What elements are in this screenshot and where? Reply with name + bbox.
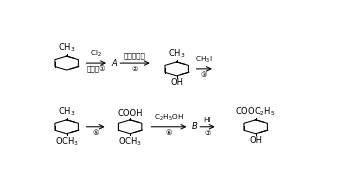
Text: OCH$_3$: OCH$_3$ <box>118 136 142 148</box>
Text: ②: ② <box>132 66 138 72</box>
Text: CH$_3$: CH$_3$ <box>58 42 75 54</box>
Text: Cl$_2$: Cl$_2$ <box>90 49 102 59</box>
Text: 催化劑①: 催化劑① <box>87 66 106 74</box>
Text: C$_2$H$_5$OH: C$_2$H$_5$OH <box>154 113 184 123</box>
Text: OH: OH <box>170 78 183 87</box>
Text: OCH$_3$: OCH$_3$ <box>55 136 79 148</box>
Text: ③: ③ <box>201 72 207 78</box>
Text: B: B <box>192 122 198 131</box>
Text: CH$_3$: CH$_3$ <box>168 47 185 60</box>
Text: COOC$_2$H$_5$: COOC$_2$H$_5$ <box>236 105 276 118</box>
Text: HI: HI <box>203 117 211 123</box>
Text: CH$_3$: CH$_3$ <box>58 105 75 118</box>
Text: ⑥: ⑥ <box>166 130 172 136</box>
Text: CH$_3$I: CH$_3$I <box>195 55 213 65</box>
Text: COOH: COOH <box>117 109 143 118</box>
Text: ⑤: ⑤ <box>92 130 99 136</box>
Text: A: A <box>111 59 117 68</box>
Text: ⑦: ⑦ <box>204 130 211 136</box>
Text: OH: OH <box>249 136 262 145</box>
Text: 一定条件下: 一定条件下 <box>124 53 146 59</box>
